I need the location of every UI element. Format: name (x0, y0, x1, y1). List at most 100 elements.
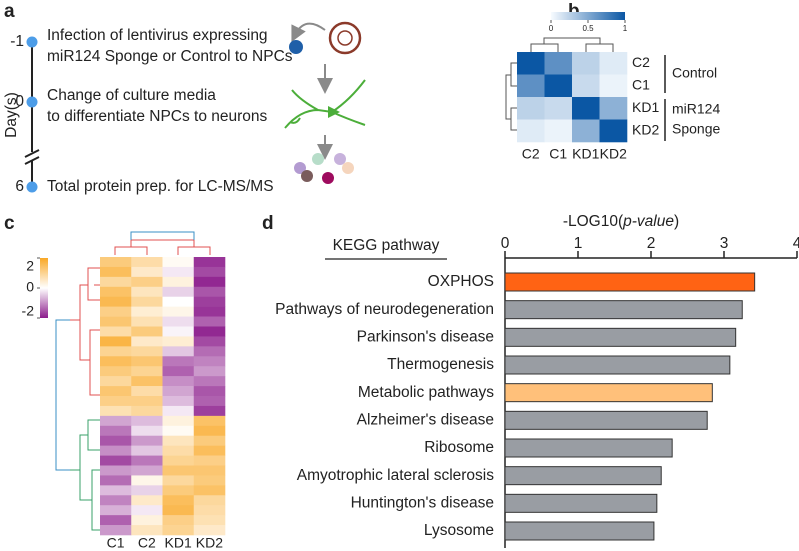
heatmap-cell (131, 396, 163, 407)
heatmap-cell (162, 306, 195, 317)
heatmap-cell (193, 286, 226, 298)
heatmap-cell (193, 495, 226, 506)
bar (504, 355, 731, 375)
heatmap-cell (131, 276, 163, 288)
heatmap-cell (193, 405, 226, 417)
heatmap-cell (131, 376, 163, 387)
y-tick-label: Pathways of neurodegeneration (275, 301, 494, 318)
axis-title-part: p-value (622, 213, 674, 230)
x-tick-label: 2 (647, 235, 656, 252)
heatmap-cell (131, 405, 163, 417)
heatmap-cell (544, 52, 573, 75)
axis-title-part: -LOG10( (563, 213, 624, 230)
bar (504, 300, 743, 320)
heatmap-cell (100, 346, 132, 357)
heatmap-cell (162, 316, 195, 327)
panel-letter: b (568, 1, 580, 22)
colorbar-tick-label: 0 (549, 24, 554, 33)
heatmap-cell (572, 97, 600, 120)
panel-letter: a (4, 1, 15, 22)
colorbar-tick-label: 0 (26, 279, 34, 295)
heatmap-cell (193, 485, 226, 496)
heatmap-cell (131, 525, 163, 536)
heatmap-cell (131, 415, 163, 427)
y-tick-label: Parkinson's disease (357, 328, 494, 345)
heatmap-cell (100, 525, 132, 536)
group-label: miR124 (672, 101, 720, 117)
heatmap-cell (162, 405, 195, 417)
dendrogram (505, 37, 614, 131)
group-label: Control (672, 65, 717, 81)
heatmap-cell (193, 435, 226, 446)
day-label: -1 (10, 33, 24, 50)
heatmap-cell (162, 485, 195, 496)
heatmap-cell (193, 316, 226, 327)
colorbar-tick-label: 1 (623, 24, 628, 33)
heatmap-cell (517, 119, 545, 143)
heatmap-cell (193, 525, 226, 536)
colorbar (40, 258, 48, 318)
heatmap-cell (100, 435, 132, 446)
heatmap-cell (162, 326, 195, 337)
heatmap-cell (131, 505, 163, 516)
heatmap-cell (100, 495, 132, 506)
heatmap-cell (162, 396, 195, 407)
heatmap-cell (162, 475, 195, 486)
bar (504, 272, 756, 292)
heatmap-cell (131, 296, 163, 307)
y-tick-label: Alzheimer's disease (357, 411, 494, 428)
heatmap-cell (193, 326, 226, 337)
column-label: KD2 (196, 535, 223, 551)
heatmap-cell (162, 366, 195, 377)
heatmap-cell (100, 316, 132, 327)
timeline (24, 42, 40, 187)
column-label: C1 (107, 535, 125, 551)
heatmap-cell (193, 445, 226, 456)
heatmap-cell (131, 336, 163, 347)
heatmap-cell (544, 97, 573, 120)
heatmap-cell (193, 266, 226, 278)
colorbar-tick-label: 0.5 (582, 24, 594, 33)
heatmap-cell (131, 326, 163, 337)
heatmap-cell (162, 336, 195, 347)
heatmap-cell (517, 74, 545, 98)
heatmap-cell (131, 306, 163, 317)
colorbar (551, 12, 625, 20)
panel-letter: d (262, 213, 274, 234)
heatmap-cell (544, 74, 573, 98)
y-tick-label: OXPHOS (428, 273, 494, 290)
bar (504, 383, 713, 403)
day-label: 0 (15, 93, 24, 110)
heatmap-cell (572, 74, 600, 98)
column-label: C2 (138, 535, 156, 551)
heatmap-cell (162, 386, 195, 397)
heatmap-cell (162, 435, 195, 446)
x-tick-label: 1 (574, 235, 583, 252)
event-text: miR124 Sponge or Control to NPCs (47, 48, 293, 65)
event-text: Total protein prep. for LC-MS/MS (47, 178, 274, 195)
heatmap-cell (193, 415, 226, 427)
y-tick-label: Amyotrophic lateral sclerosis (297, 467, 495, 484)
heatmap-cell (599, 97, 628, 120)
heatmap-cell (193, 465, 226, 476)
bar (504, 410, 708, 430)
heatmap-cell (193, 515, 226, 526)
heatmap-cell (162, 346, 195, 357)
heatmap-cell (162, 266, 195, 278)
row-label: C1 (632, 76, 650, 92)
heatmap-cell (193, 346, 226, 357)
heatmap-cell (193, 257, 226, 268)
event-text: Change of culture media (47, 87, 216, 104)
heatmap-cell (131, 435, 163, 446)
heatmap-cell (162, 257, 195, 268)
heatmap-cell (131, 356, 163, 367)
row-label: KD1 (632, 99, 659, 115)
day-label: 6 (15, 178, 24, 195)
heatmap-cell (162, 515, 195, 526)
heatmap-cell (100, 515, 132, 526)
dendrogram (55, 231, 211, 531)
y-tick-label: Lysosome (424, 522, 494, 539)
heatmap-cell (100, 405, 132, 417)
heatmap-cell (193, 296, 226, 307)
